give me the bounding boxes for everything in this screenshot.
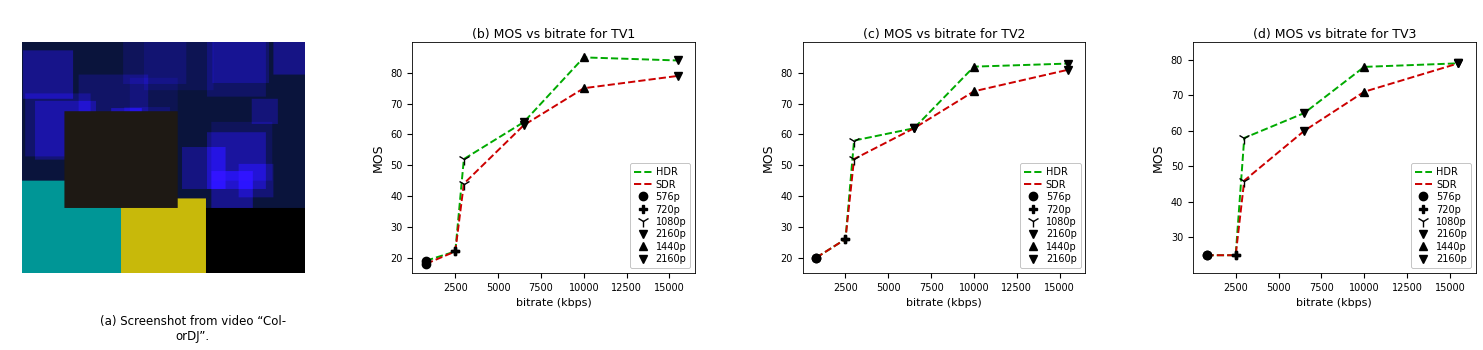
Legend: HDR, SDR, 576p, 720p, 1080p, 2160p, 1440p, 2160p: HDR, SDR, 576p, 720p, 1080p, 2160p, 1440… xyxy=(1020,163,1081,268)
Text: (a) Screenshot from video “Col-
orDJ”.: (a) Screenshot from video “Col- orDJ”. xyxy=(99,315,286,343)
X-axis label: bitrate (kbps): bitrate (kbps) xyxy=(906,298,982,308)
Title: (b) MOS vs bitrate for TV1: (b) MOS vs bitrate for TV1 xyxy=(472,28,635,41)
Y-axis label: MOS: MOS xyxy=(1152,143,1166,172)
Legend: HDR, SDR, 576p, 720p, 1080p, 2160p, 1440p, 2160p: HDR, SDR, 576p, 720p, 1080p, 2160p, 1440… xyxy=(1410,163,1471,268)
Title: (c) MOS vs bitrate for TV2: (c) MOS vs bitrate for TV2 xyxy=(863,28,1025,41)
X-axis label: bitrate (kbps): bitrate (kbps) xyxy=(1296,298,1372,308)
Y-axis label: MOS: MOS xyxy=(372,143,384,172)
X-axis label: bitrate (kbps): bitrate (kbps) xyxy=(516,298,592,308)
Legend: HDR, SDR, 576p, 720p, 1080p, 2160p, 1440p, 2160p: HDR, SDR, 576p, 720p, 1080p, 2160p, 1440… xyxy=(630,163,690,268)
Y-axis label: MOS: MOS xyxy=(762,143,776,172)
Title: (d) MOS vs bitrate for TV3: (d) MOS vs bitrate for TV3 xyxy=(1253,28,1416,41)
